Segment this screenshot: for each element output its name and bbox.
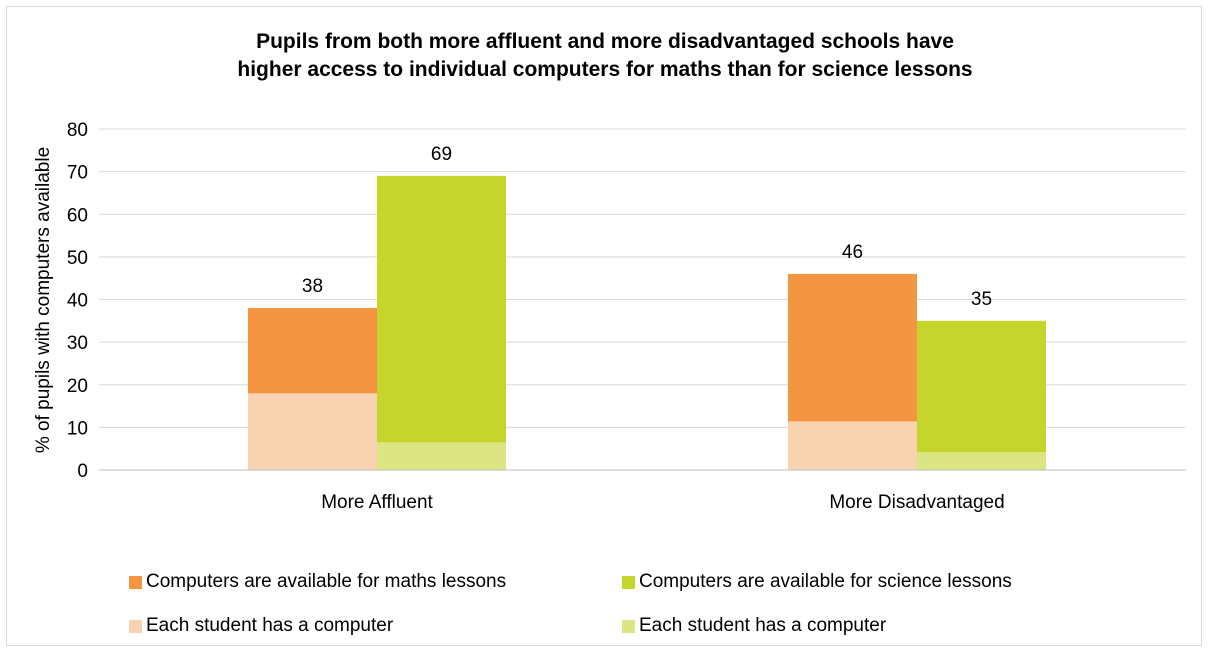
x-category-label-0: More Affluent — [321, 492, 433, 513]
bar-science-total-1 — [917, 320, 1046, 470]
bar-maths-each-0 — [248, 393, 377, 470]
bar-science-each-0 — [377, 442, 506, 470]
y-tick-label-70: 70 — [67, 163, 88, 184]
y-tick-label-50: 50 — [67, 248, 88, 269]
data-label-science-0: 69 — [431, 144, 452, 165]
chart-title: Pupils from both more affluent and more … — [0, 28, 1210, 84]
data-label-science-1: 35 — [971, 289, 992, 310]
bar-science-each-1 — [917, 452, 1046, 470]
y-tick-label-40: 40 — [67, 291, 88, 312]
data-label-maths-0: 38 — [302, 276, 323, 297]
data-label-maths-1: 46 — [842, 242, 863, 263]
y-tick-label-10: 10 — [67, 418, 88, 439]
bar-science-total-0 — [377, 175, 506, 470]
x-category-label-1: More Disadvantaged — [829, 492, 1004, 513]
y-tick-label-80: 80 — [67, 120, 88, 141]
y-tick-label-60: 60 — [67, 205, 88, 226]
chart-title-line-2: higher access to individual computers fo… — [237, 58, 973, 81]
chart-title-line-1: Pupils from both more affluent and more … — [256, 30, 954, 53]
bar-maths-each-1 — [788, 421, 917, 470]
y-tick-label-0: 0 — [77, 461, 88, 482]
y-tick-label-20: 20 — [67, 376, 88, 397]
y-tick-label-30: 30 — [67, 333, 88, 354]
